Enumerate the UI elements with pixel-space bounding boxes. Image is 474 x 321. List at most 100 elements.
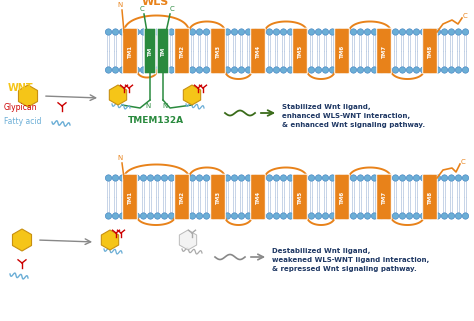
Circle shape xyxy=(301,213,308,219)
Text: TM: TM xyxy=(161,46,165,56)
Circle shape xyxy=(308,67,315,73)
Circle shape xyxy=(357,29,364,35)
Circle shape xyxy=(329,29,336,35)
Circle shape xyxy=(365,213,371,219)
Circle shape xyxy=(259,213,266,219)
Circle shape xyxy=(105,213,112,219)
Text: TM7: TM7 xyxy=(382,44,386,57)
Circle shape xyxy=(189,175,196,181)
Text: C: C xyxy=(140,6,145,12)
Circle shape xyxy=(378,175,385,181)
Circle shape xyxy=(357,67,364,73)
Circle shape xyxy=(434,175,441,181)
Circle shape xyxy=(301,67,308,73)
Circle shape xyxy=(329,213,336,219)
Circle shape xyxy=(399,175,406,181)
Circle shape xyxy=(217,29,224,35)
Circle shape xyxy=(420,175,427,181)
Circle shape xyxy=(105,29,112,35)
FancyBboxPatch shape xyxy=(293,28,307,74)
Circle shape xyxy=(420,67,427,73)
Circle shape xyxy=(147,175,154,181)
Circle shape xyxy=(406,175,413,181)
Polygon shape xyxy=(18,85,37,107)
Circle shape xyxy=(350,175,357,181)
Circle shape xyxy=(448,175,455,181)
Text: TM6: TM6 xyxy=(339,190,345,204)
Circle shape xyxy=(322,213,328,219)
Circle shape xyxy=(133,175,140,181)
Circle shape xyxy=(329,67,336,73)
Circle shape xyxy=(315,213,322,219)
Circle shape xyxy=(378,67,385,73)
Circle shape xyxy=(336,175,343,181)
Circle shape xyxy=(385,175,392,181)
Circle shape xyxy=(161,175,168,181)
Circle shape xyxy=(112,213,118,219)
Circle shape xyxy=(147,67,154,73)
Circle shape xyxy=(119,67,126,73)
Circle shape xyxy=(273,29,280,35)
Circle shape xyxy=(441,29,448,35)
Text: C: C xyxy=(170,6,174,12)
Text: Fatty acid: Fatty acid xyxy=(4,117,42,126)
Circle shape xyxy=(140,175,146,181)
Text: TM1: TM1 xyxy=(128,190,133,204)
Text: Destabilized Wnt ligand,
weakened WLS-WNT ligand interaction,
& repressed Wnt si: Destabilized Wnt ligand, weakened WLS-WN… xyxy=(272,248,429,272)
Circle shape xyxy=(246,175,252,181)
Circle shape xyxy=(287,175,294,181)
Circle shape xyxy=(294,213,301,219)
Circle shape xyxy=(462,67,469,73)
Circle shape xyxy=(231,175,237,181)
Circle shape xyxy=(266,213,273,219)
FancyBboxPatch shape xyxy=(123,28,137,74)
FancyBboxPatch shape xyxy=(211,174,225,220)
Text: TM5: TM5 xyxy=(298,44,302,57)
Circle shape xyxy=(371,175,378,181)
Circle shape xyxy=(413,175,419,181)
Circle shape xyxy=(287,29,294,35)
Circle shape xyxy=(392,29,399,35)
Polygon shape xyxy=(12,229,32,251)
Circle shape xyxy=(280,175,287,181)
Circle shape xyxy=(217,175,224,181)
FancyBboxPatch shape xyxy=(175,174,189,220)
Circle shape xyxy=(273,67,280,73)
Circle shape xyxy=(182,175,189,181)
Circle shape xyxy=(315,67,322,73)
Circle shape xyxy=(246,213,252,219)
Circle shape xyxy=(294,175,301,181)
Circle shape xyxy=(112,67,118,73)
Circle shape xyxy=(189,29,196,35)
Circle shape xyxy=(112,29,118,35)
Circle shape xyxy=(413,213,419,219)
Circle shape xyxy=(224,175,231,181)
Circle shape xyxy=(266,29,273,35)
Circle shape xyxy=(119,213,126,219)
Circle shape xyxy=(371,213,378,219)
Circle shape xyxy=(231,213,237,219)
Circle shape xyxy=(196,67,203,73)
Circle shape xyxy=(308,213,315,219)
Text: TM2: TM2 xyxy=(180,45,184,57)
Circle shape xyxy=(406,67,413,73)
FancyBboxPatch shape xyxy=(123,174,137,220)
Circle shape xyxy=(266,175,273,181)
Circle shape xyxy=(238,67,245,73)
Circle shape xyxy=(456,175,462,181)
Circle shape xyxy=(217,213,224,219)
Text: TM7: TM7 xyxy=(382,190,386,204)
Circle shape xyxy=(441,213,448,219)
Circle shape xyxy=(385,29,392,35)
Circle shape xyxy=(140,213,146,219)
Text: N: N xyxy=(146,103,151,109)
Text: C: C xyxy=(461,159,466,165)
FancyBboxPatch shape xyxy=(293,174,307,220)
Circle shape xyxy=(350,29,357,35)
Circle shape xyxy=(448,213,455,219)
Polygon shape xyxy=(183,85,201,105)
Circle shape xyxy=(119,175,126,181)
Circle shape xyxy=(385,213,392,219)
Circle shape xyxy=(315,29,322,35)
Circle shape xyxy=(273,175,280,181)
